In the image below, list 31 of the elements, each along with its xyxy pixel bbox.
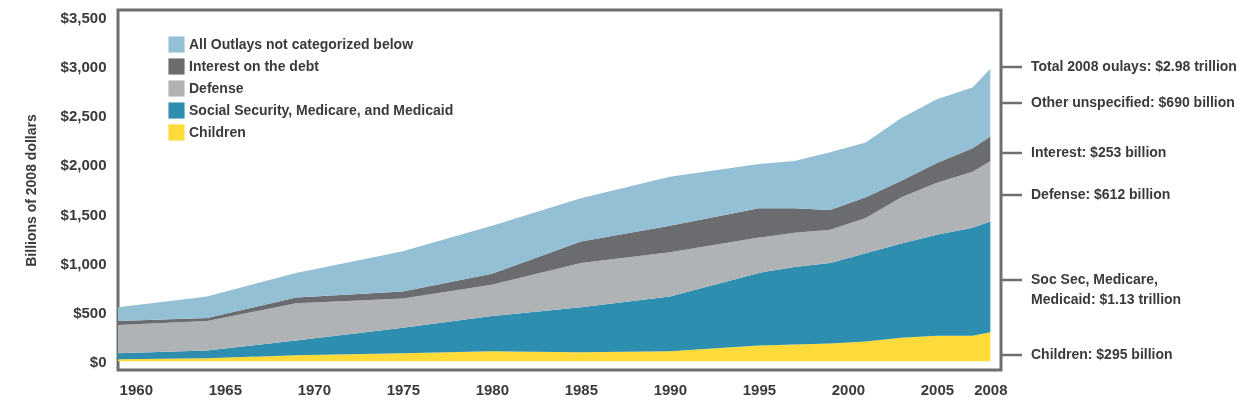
- x-tick-label: 1995: [742, 380, 777, 398]
- x-tick-label: 1980: [475, 380, 510, 398]
- y-tick-label: $500: [73, 303, 107, 321]
- y-tick-label: $0: [89, 352, 107, 370]
- x-tick-label: 2000: [831, 380, 866, 398]
- y-tick-label: $3,500: [60, 9, 107, 27]
- x-tick-label: 1985: [564, 380, 599, 398]
- x-tick-label: 1960: [119, 380, 153, 398]
- y-tick-label: $1,000: [60, 254, 107, 272]
- y-tick-label: $2,000: [60, 156, 107, 174]
- x-tick-label: 1970: [297, 380, 332, 398]
- x-tick-label: 1990: [653, 380, 688, 398]
- legend-label: Social Security, Medicare, and Medicaid: [189, 101, 454, 118]
- text: Soc Sec, Medicare, Medicaid: $1.13 trillion: [1031, 271, 1182, 307]
- legend-label: Children: [189, 123, 246, 140]
- y-tick-label: $2,500: [60, 107, 107, 125]
- text: Other unspecified: $690 billion: [1031, 94, 1235, 110]
- text: Total 2008 oulays: $2.98 trillion: [1031, 58, 1237, 74]
- x-tick-label: 1975: [386, 380, 421, 398]
- y-tick-label: $1,500: [60, 205, 107, 223]
- legend-label: Defense: [189, 79, 244, 96]
- text: Interest: $253 billion: [1031, 144, 1167, 160]
- legend-label: Interest on the debt: [189, 57, 320, 74]
- text: Defense: $612 billion: [1031, 186, 1171, 202]
- text: Children: $295 billion: [1031, 346, 1173, 362]
- x-tick-label: 1965: [208, 380, 242, 398]
- x-tick-label: 2008: [974, 380, 1008, 398]
- y-tick-label: $3,000: [60, 58, 107, 76]
- x-tick-label: 2005: [920, 380, 955, 398]
- y-axis-title: Billions of 2008 dollars: [22, 114, 39, 267]
- legend-label: All Outlays not categorized below: [189, 35, 414, 52]
